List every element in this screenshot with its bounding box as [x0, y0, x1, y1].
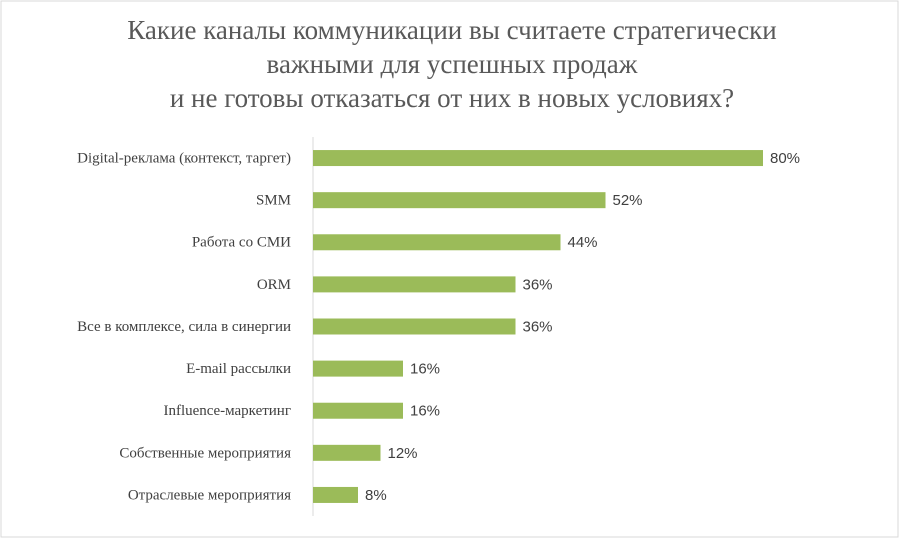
y-tick-label: Influence-маркетинг: [163, 403, 291, 419]
data-label: 80%: [770, 150, 800, 167]
data-label: 12%: [388, 445, 418, 462]
bar: [313, 486, 358, 503]
bar: [313, 150, 763, 167]
data-label: 16%: [410, 361, 440, 378]
y-tick-label: Все в комплексе, сила в синергии: [77, 319, 291, 335]
data-label: 36%: [523, 318, 553, 335]
chart-title: и не готовы отказаться от них в новых ус…: [170, 83, 734, 113]
data-label: 16%: [410, 403, 440, 420]
bar: [313, 318, 516, 335]
data-label: 44%: [568, 234, 598, 251]
y-tick-label: Отраслевые мероприятия: [128, 487, 291, 503]
chart-title: важными для успешных продаж: [267, 49, 638, 79]
bar: [313, 444, 381, 461]
bar: [313, 276, 516, 293]
data-label: 52%: [613, 192, 643, 209]
bar: [313, 360, 403, 377]
data-label: 8%: [365, 487, 387, 504]
bar: [313, 192, 606, 209]
data-label: 36%: [523, 276, 553, 293]
y-tick-label: Собственные мероприятия: [119, 445, 291, 461]
y-tick-label: E-mail рассылки: [186, 361, 291, 377]
y-tick-label: Работа со СМИ: [192, 235, 291, 251]
y-tick-label: ORM: [257, 277, 291, 293]
chart-title: Какие каналы коммуникации вы считаете ст…: [127, 15, 777, 45]
bar: [313, 402, 403, 419]
y-tick-label: SMM: [256, 193, 291, 209]
bar: [313, 234, 561, 251]
y-tick-label: Digital-реклама (контекст, таргет): [77, 150, 291, 166]
